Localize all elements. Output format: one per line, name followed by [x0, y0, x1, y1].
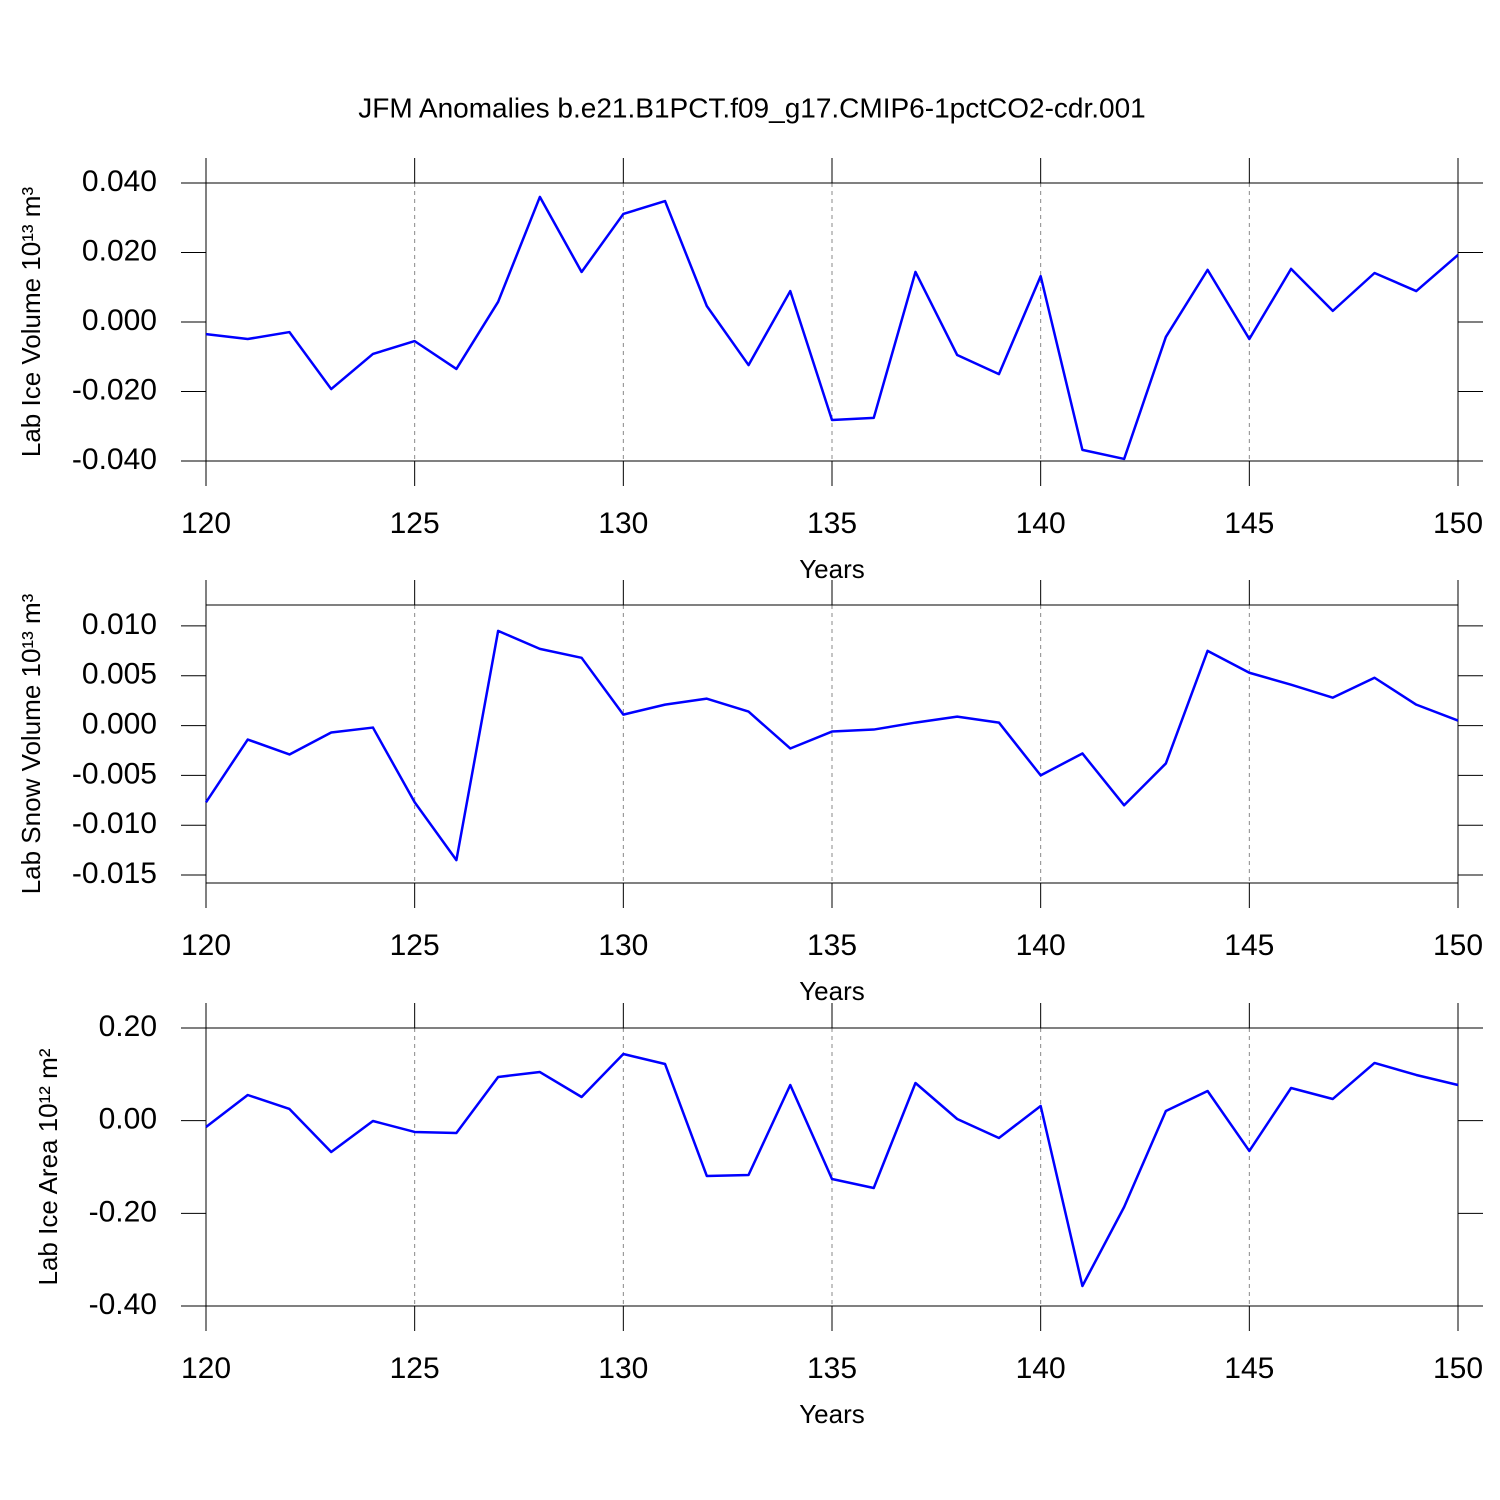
y-tick-label: -0.040 [72, 443, 157, 476]
x-tick-label: 120 [181, 507, 231, 540]
y-axis-label: Lab Ice Area 10¹² m² [33, 1048, 63, 1285]
plot-frame [205, 1027, 1459, 1307]
y-axis-label: Lab Snow Volume 10¹³ m³ [16, 593, 46, 894]
y-axis-label: Lab Ice Volume 10¹³ m³ [16, 187, 46, 458]
y-tick-label: 0.020 [82, 234, 157, 267]
x-tick-label: 120 [181, 929, 231, 962]
x-tick-label: 130 [598, 507, 648, 540]
y-tick-label: -0.005 [72, 757, 157, 790]
y-tick-label: -0.20 [89, 1195, 157, 1228]
x-tick-label: 130 [598, 929, 648, 962]
x-axis-label: Years [799, 1399, 865, 1429]
data-line [205, 195, 1459, 461]
y-tick-label: 0.00 [99, 1103, 157, 1136]
x-tick-label: 125 [390, 1352, 440, 1385]
y-tick-label: -0.020 [72, 373, 157, 406]
x-tick-label: 140 [1016, 507, 1066, 540]
y-tick-label: -0.010 [72, 807, 157, 840]
x-tick-label: 120 [181, 1352, 231, 1385]
x-tick-label: 150 [1433, 507, 1483, 540]
x-tick-label: 150 [1433, 929, 1483, 962]
plot-frame [205, 604, 1459, 884]
x-tick-label: 145 [1224, 1352, 1274, 1385]
x-tick-label: 135 [807, 929, 857, 962]
y-tick-label: -0.015 [72, 857, 157, 890]
x-tick-label: 125 [390, 507, 440, 540]
y-tick-label: 0.010 [82, 608, 157, 641]
x-tick-label: 145 [1224, 507, 1274, 540]
data-line [205, 1052, 1459, 1288]
x-tick-label: 150 [1433, 1352, 1483, 1385]
x-axis-label: Years [799, 976, 865, 1006]
x-tick-label: 145 [1224, 929, 1274, 962]
x-axis-label: Years [799, 554, 865, 584]
x-tick-label: 125 [390, 929, 440, 962]
x-tick-label: 140 [1016, 929, 1066, 962]
figure-title: JFM Anomalies b.e21.B1PCT.f09_g17.CMIP6-… [358, 92, 1146, 123]
y-tick-label: 0.005 [82, 658, 157, 691]
y-tick-label: 0.000 [82, 304, 157, 337]
x-tick-label: 140 [1016, 1352, 1066, 1385]
y-tick-label: -0.40 [89, 1288, 157, 1321]
x-tick-label: 135 [807, 507, 857, 540]
y-tick-label: 0.000 [82, 707, 157, 740]
x-tick-label: 130 [598, 1352, 648, 1385]
x-tick-label: 135 [807, 1352, 857, 1385]
y-tick-label: 0.20 [99, 1010, 157, 1043]
data-line [204, 629, 1459, 862]
plot-frame [205, 182, 1459, 462]
y-tick-label: 0.040 [82, 165, 157, 198]
